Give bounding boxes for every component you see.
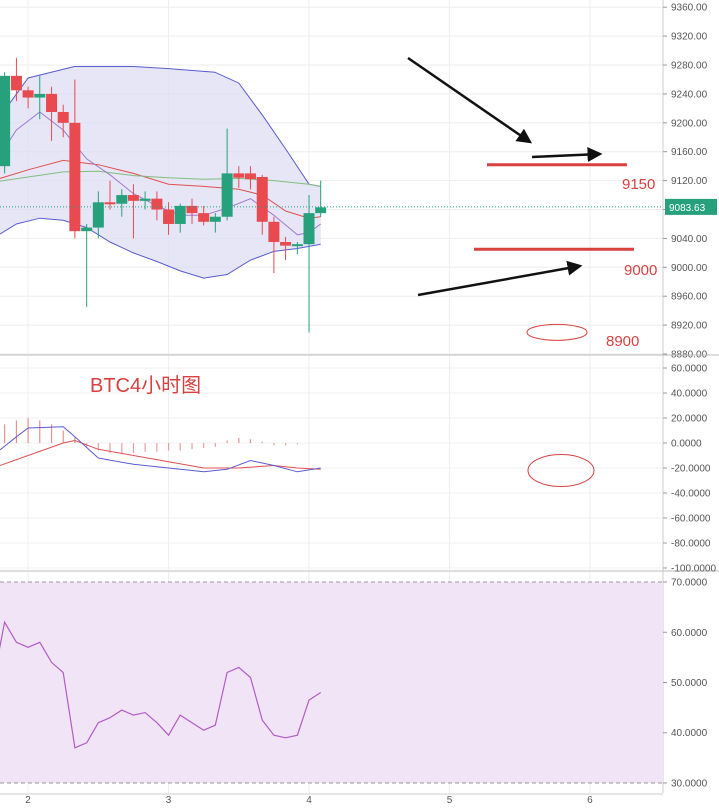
rsi-tick-label: 50.0000 [671,678,708,689]
candle-body [209,216,221,222]
macd-tick-label: -20.0000 [671,464,711,475]
candle-body [151,198,163,210]
x-tick-label: 4 [306,795,312,806]
candle-body [291,244,303,247]
moving-average-line-1 [0,170,321,187]
arrow-down-trend [407,56,533,144]
bollinger-lower-line [0,217,321,279]
rsi-panel: 70.0000 60.0000 50.0000 40.0000 30.0000 [0,578,708,789]
candle-body [127,195,139,201]
candle-body [221,173,233,217]
rsi-band-fill [0,582,663,783]
candle-body [69,122,81,232]
resistance-label: 9150 [622,176,655,193]
candle-body [198,213,210,222]
candle-body [57,111,69,123]
macd-circle [527,454,595,487]
price-tick-label: 9120.00 [671,176,708,187]
candle-body [139,198,151,201]
macd-tick-label: -40.0000 [671,489,711,500]
macd-line [0,426,321,473]
candle-body [92,202,104,228]
rsi-line [0,620,322,749]
candle-body [244,173,256,180]
macd-tick-label: 40.0000 [671,389,708,400]
candle-body [256,177,268,222]
candle-body [0,75,11,167]
candle-body [116,195,128,204]
low-label: 8900 [606,333,639,350]
candle-body [81,227,93,232]
price-tick-label: 9320.00 [671,32,708,43]
price-tick-label: 9280.00 [671,61,708,72]
arrow-right-upper [531,147,603,163]
x-tick-label: 3 [166,795,172,806]
candle-body [163,209,175,224]
bollinger-upper-line [0,66,321,187]
candle-body [46,93,58,112]
macd-tick-label: -80.0000 [671,539,711,550]
chart-title: BTC4小时图 [90,374,201,397]
price-tick-label: 9000.00 [671,263,708,274]
current-price-label: 9083.63 [669,203,706,214]
annotations: BTC4小时图 9150 9000 8900 [90,176,657,397]
current-price-tag [665,198,717,215]
x-tick-label: 5 [447,795,453,806]
candle-body [315,207,327,214]
rsi-tick-label: 70.0000 [671,578,708,589]
candle-body [104,202,116,205]
price-tick-label: 9160.00 [671,147,708,158]
macd-tick-label: 0.0000 [671,439,702,450]
macd-tick-label: -100.0000 [671,564,716,575]
candle-body [174,205,186,224]
x-tick-label: 6 [587,795,593,806]
candle-body [22,90,34,98]
candle-body [186,205,198,214]
candle-body [280,242,292,246]
macd-panel: 60.0000 40.0000 20.0000 0.0000 -20.0000 -40.0… [0,364,716,575]
macd-tick-label: 20.0000 [671,414,708,425]
candle-body [10,75,22,91]
x-axis: 2 3 4 5 6 [0,793,663,806]
price-tick-label: 9040.00 [671,234,708,245]
arrow-up-trend [417,260,583,297]
price-tick-label: 8920.00 [671,321,708,332]
candle-body [34,93,46,98]
candle-body [268,221,280,243]
rsi-tick-label: 40.0000 [671,728,708,739]
moving-average-line-0 [0,159,321,219]
price-tick-label: 9200.00 [671,118,708,129]
price-panel: 9360.00 9320.00 9280.00 9240.00 9200.00 9160.… [0,0,719,793]
x-tick-label: 2 [25,795,31,806]
macd-signal-line [0,439,321,470]
price-tick-label: 8960.00 [671,292,708,303]
macd-tick-label: -60.0000 [671,514,711,525]
macd-tick-label: 60.0000 [671,364,708,375]
candle-body [303,213,315,245]
candle-body [233,173,245,178]
rsi-tick-label: 60.0000 [671,628,708,639]
low-circle [526,323,588,341]
support-label: 9000 [624,262,657,279]
price-tick-label: 9240.00 [671,89,708,100]
rsi-tick-label: 30.0000 [671,778,708,789]
price-tick-label: 9360.00 [671,3,708,14]
